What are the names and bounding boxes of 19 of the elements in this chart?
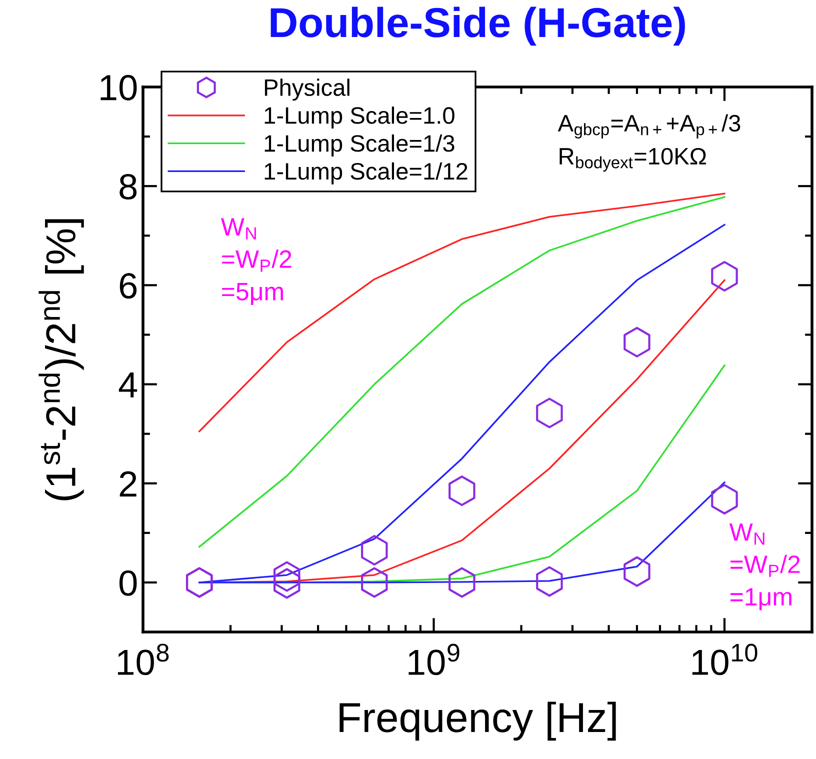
legend-label: 1-Lump Scale=1/3 — [264, 134, 454, 156]
text: A$_{gbcp}$=A$_{n+}$+A$_{p+}$/3 R$_{bodyext}$=10KΩ — [558, 114, 740, 172]
y-tick-label: 8 — [120, 174, 137, 200]
chart-title: Double-Side (H-Gate) — [270, 6, 685, 46]
x-tick-label: 10$^{8}$ — [118, 644, 169, 676]
x-tick-label: 10$^{10}$ — [692, 644, 758, 676]
x-tick-label: 10$^{9}$ — [408, 644, 460, 676]
legend-label: 1-Lump Scale=1.0 — [264, 106, 454, 129]
annotation: W$_{N}$ =W$_{P}$/2 =5μm — [220, 218, 292, 306]
annotation: W$_{N}$ =W$_{P}$/2 =1μm — [729, 523, 800, 610]
y-tick-label: 10 — [100, 74, 137, 100]
y-tick-label: 6 — [120, 273, 137, 299]
y-axis-title: (1$^{st}$-2$^{nd}$)/2$^{nd}$ [%] — [38, 219, 84, 500]
y-tick-label: 2 — [120, 471, 136, 496]
legend-label: 1-Lump Scale=1/12 — [264, 162, 468, 184]
y-tick-label: 4 — [118, 372, 138, 398]
y-tick-label: 0 — [119, 570, 137, 596]
legend-label: Physical — [264, 78, 350, 101]
x-axis-title: Frequency [Hz] — [340, 702, 616, 741]
